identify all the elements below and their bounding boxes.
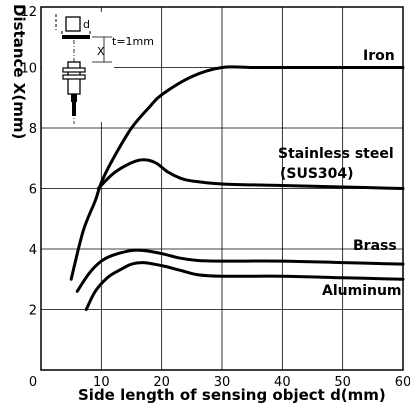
series-label-stainless-grade: (SUS304) <box>280 166 354 182</box>
series-label-stainless: Stainless steel <box>278 146 394 162</box>
sketch-sensor-cable <box>72 102 76 116</box>
sketch-sensor-nut-top <box>62 67 86 73</box>
tick-labels: 0 10 20 30 40 50 60 2 4 6 8 10 12 <box>20 5 410 390</box>
sketch-sensor-tail <box>71 94 77 102</box>
sensor-sketch: d X t=1mm <box>42 12 154 124</box>
series-label-aluminum: Aluminum <box>322 283 402 299</box>
series-line-stainless-steel-sus304 <box>96 158 405 190</box>
y-tick-label-12: 12 <box>20 5 37 20</box>
sketch-target-plate <box>62 35 90 39</box>
series-label-brass: Brass <box>353 238 397 254</box>
series-line-aluminum <box>84 261 405 311</box>
x-tick-label-10: 10 <box>93 375 110 390</box>
y-axis-title: Distance X(mm) <box>10 4 28 139</box>
sketch-label-thickness: t=1mm <box>112 35 154 48</box>
sketch-sensor-nut-bottom <box>62 74 86 80</box>
y-tick-label-10: 10 <box>20 62 37 77</box>
sketch-label-d: d <box>83 18 90 31</box>
series-lines <box>69 65 405 311</box>
x-tick-label-50: 50 <box>334 375 351 390</box>
series-line-brass <box>75 248 405 293</box>
x-tick-label-40: 40 <box>274 375 291 390</box>
sketch-target-square <box>65 16 81 32</box>
x-tick-label-60: 60 <box>395 375 410 390</box>
x-tick-label-20: 20 <box>153 375 170 390</box>
x-tick-label-30: 30 <box>214 375 231 390</box>
plot-frame <box>40 6 404 371</box>
y-tick-label-2: 2 <box>29 304 37 319</box>
y-tick-label-6: 6 <box>29 183 37 198</box>
y-tick-label-8: 8 <box>29 122 37 137</box>
x-axis-title: Side length of sensing object d(mm) <box>78 386 386 404</box>
series-label-iron: Iron <box>363 48 395 64</box>
y-tick-label-4: 4 <box>29 243 37 258</box>
sketch-label-x: X <box>97 45 105 58</box>
series-line-iron <box>69 65 405 281</box>
x-tick-label-0: 0 <box>29 375 37 390</box>
